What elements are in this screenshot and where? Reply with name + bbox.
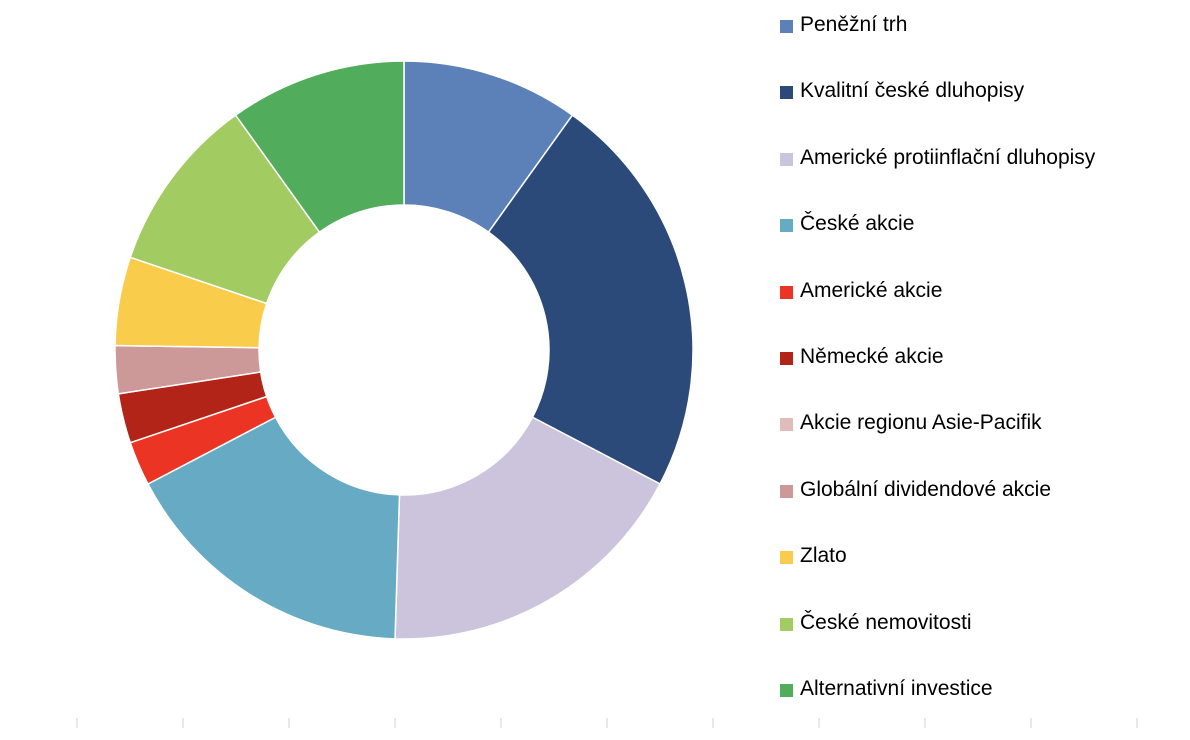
legend-label: Americké akcie bbox=[800, 278, 943, 302]
legend-item: Akcie regionu Asie-Pacifik bbox=[780, 408, 1180, 474]
legend-item: České akcie bbox=[780, 209, 1180, 275]
slice-11 bbox=[234, 60, 405, 234]
legend-item: Kvalitní české dluhopisy bbox=[780, 76, 1180, 142]
legend-item: Alternativní investice bbox=[780, 674, 1180, 740]
legend-label: Zlato bbox=[800, 544, 847, 568]
legend-swatch bbox=[780, 484, 793, 498]
legend-label: České nemovitosti bbox=[800, 610, 972, 634]
legend-swatch bbox=[780, 683, 793, 697]
legend-swatch bbox=[780, 617, 793, 631]
legend-item: Zlato bbox=[780, 541, 1180, 607]
legend-item: Globální dividendové akcie bbox=[780, 475, 1180, 541]
slice-2 bbox=[487, 114, 694, 486]
legend-label: Peněžní trh bbox=[800, 13, 908, 36]
donut-slices bbox=[114, 60, 694, 640]
slice-3 bbox=[394, 416, 662, 640]
legend-label: Alternativní investice bbox=[800, 676, 993, 700]
legend-label: Německé akcie bbox=[800, 344, 944, 368]
legend-swatch bbox=[780, 418, 793, 432]
legend-label: České akcie bbox=[800, 212, 915, 236]
legend-swatch bbox=[780, 86, 793, 100]
axis-ticks bbox=[76, 718, 1138, 728]
legend-item: Peněžní trh bbox=[780, 10, 1180, 76]
legend-item: Americké protiinflační dluhopisy bbox=[780, 143, 1180, 209]
chart-legend: Peněžní trh Kvalitní české dluhopisy Ameri… bbox=[780, 10, 1180, 740]
legend-label: Kvalitní české dluhopisy bbox=[800, 79, 1025, 103]
legend-swatch bbox=[780, 351, 793, 365]
legend-swatch bbox=[780, 20, 793, 33]
legend-label: Akcie regionu Asie-Pacifik bbox=[800, 411, 1042, 435]
legend-swatch bbox=[780, 551, 793, 565]
legend-label: Americké protiinflační dluhopisy bbox=[800, 145, 1096, 169]
legend-item: Americké akcie bbox=[780, 276, 1180, 342]
legend-swatch bbox=[780, 219, 793, 233]
legend-swatch bbox=[780, 152, 793, 166]
legend-item: České nemovitosti bbox=[780, 608, 1180, 674]
legend-label: Globální dividendové akcie bbox=[800, 477, 1051, 501]
slice-4 bbox=[146, 416, 401, 640]
legend-swatch bbox=[780, 285, 793, 299]
legend-item: Německé akcie bbox=[780, 342, 1180, 408]
